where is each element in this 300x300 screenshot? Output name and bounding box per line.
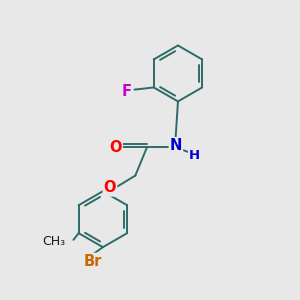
Text: F: F	[122, 84, 132, 99]
Text: H: H	[189, 149, 200, 162]
Text: Br: Br	[83, 254, 102, 269]
Text: O: O	[109, 140, 122, 154]
Text: N: N	[170, 138, 182, 153]
Text: O: O	[104, 181, 116, 196]
Text: CH₃: CH₃	[42, 235, 65, 248]
